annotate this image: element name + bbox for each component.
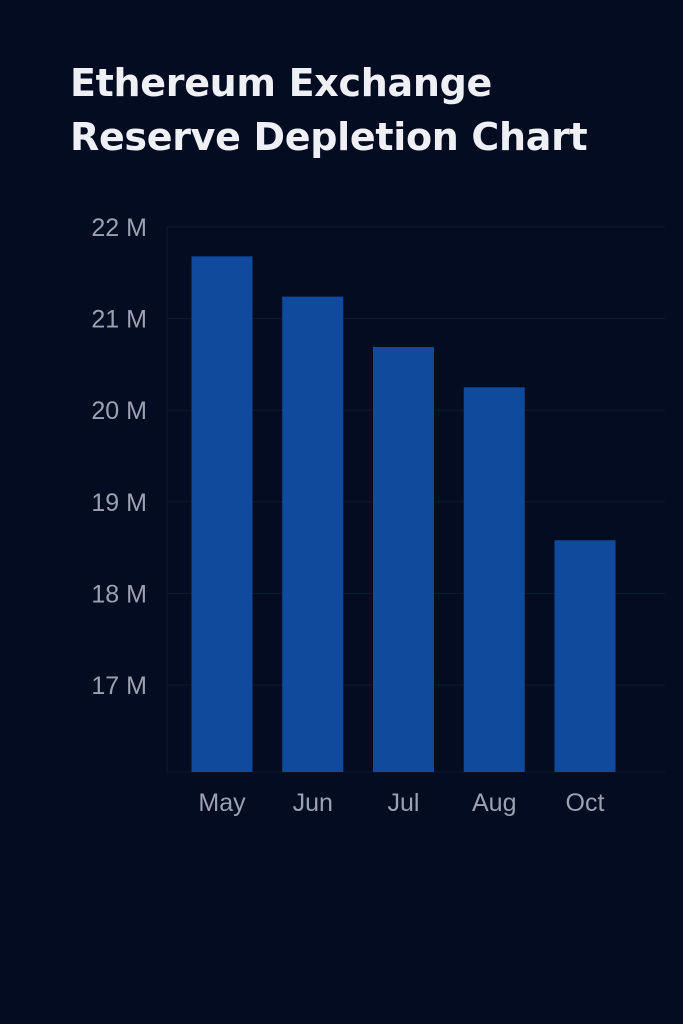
y-tick-labels: 17 M 18 M 19 M 20 M 21 M 22 M: [91, 214, 147, 700]
x-tick-label-oct: Oct: [566, 789, 605, 817]
y-tick-label: 21 M: [91, 306, 147, 334]
bar-may: [191, 256, 253, 772]
bars: [191, 256, 616, 772]
x-tick-labels: May Jun Jul Aug Oct: [198, 789, 604, 817]
y-tick-label: 20 M: [91, 397, 147, 425]
x-tick-label-jun: Jun: [293, 789, 333, 817]
bar-oct: [554, 540, 616, 772]
y-tick-label: 18 M: [91, 580, 147, 608]
y-tick-label: 19 M: [91, 489, 147, 517]
x-tick-label-aug: Aug: [472, 789, 516, 817]
chart-title-line-1: Ethereum Exchange: [70, 61, 492, 105]
bar-aug: [463, 387, 525, 772]
x-tick-label-may: May: [198, 789, 246, 817]
chart-title-line-2: Reserve Depletion Chart: [70, 115, 588, 159]
y-tick-label: 17 M: [91, 672, 147, 700]
chart-title: Ethereum Exchange Reserve Depletion Char…: [70, 56, 650, 164]
y-tick-label: 22 M: [91, 214, 147, 242]
bar-jun: [282, 296, 344, 772]
bar-jul: [373, 346, 434, 772]
x-tick-label-jul: Jul: [388, 789, 420, 817]
